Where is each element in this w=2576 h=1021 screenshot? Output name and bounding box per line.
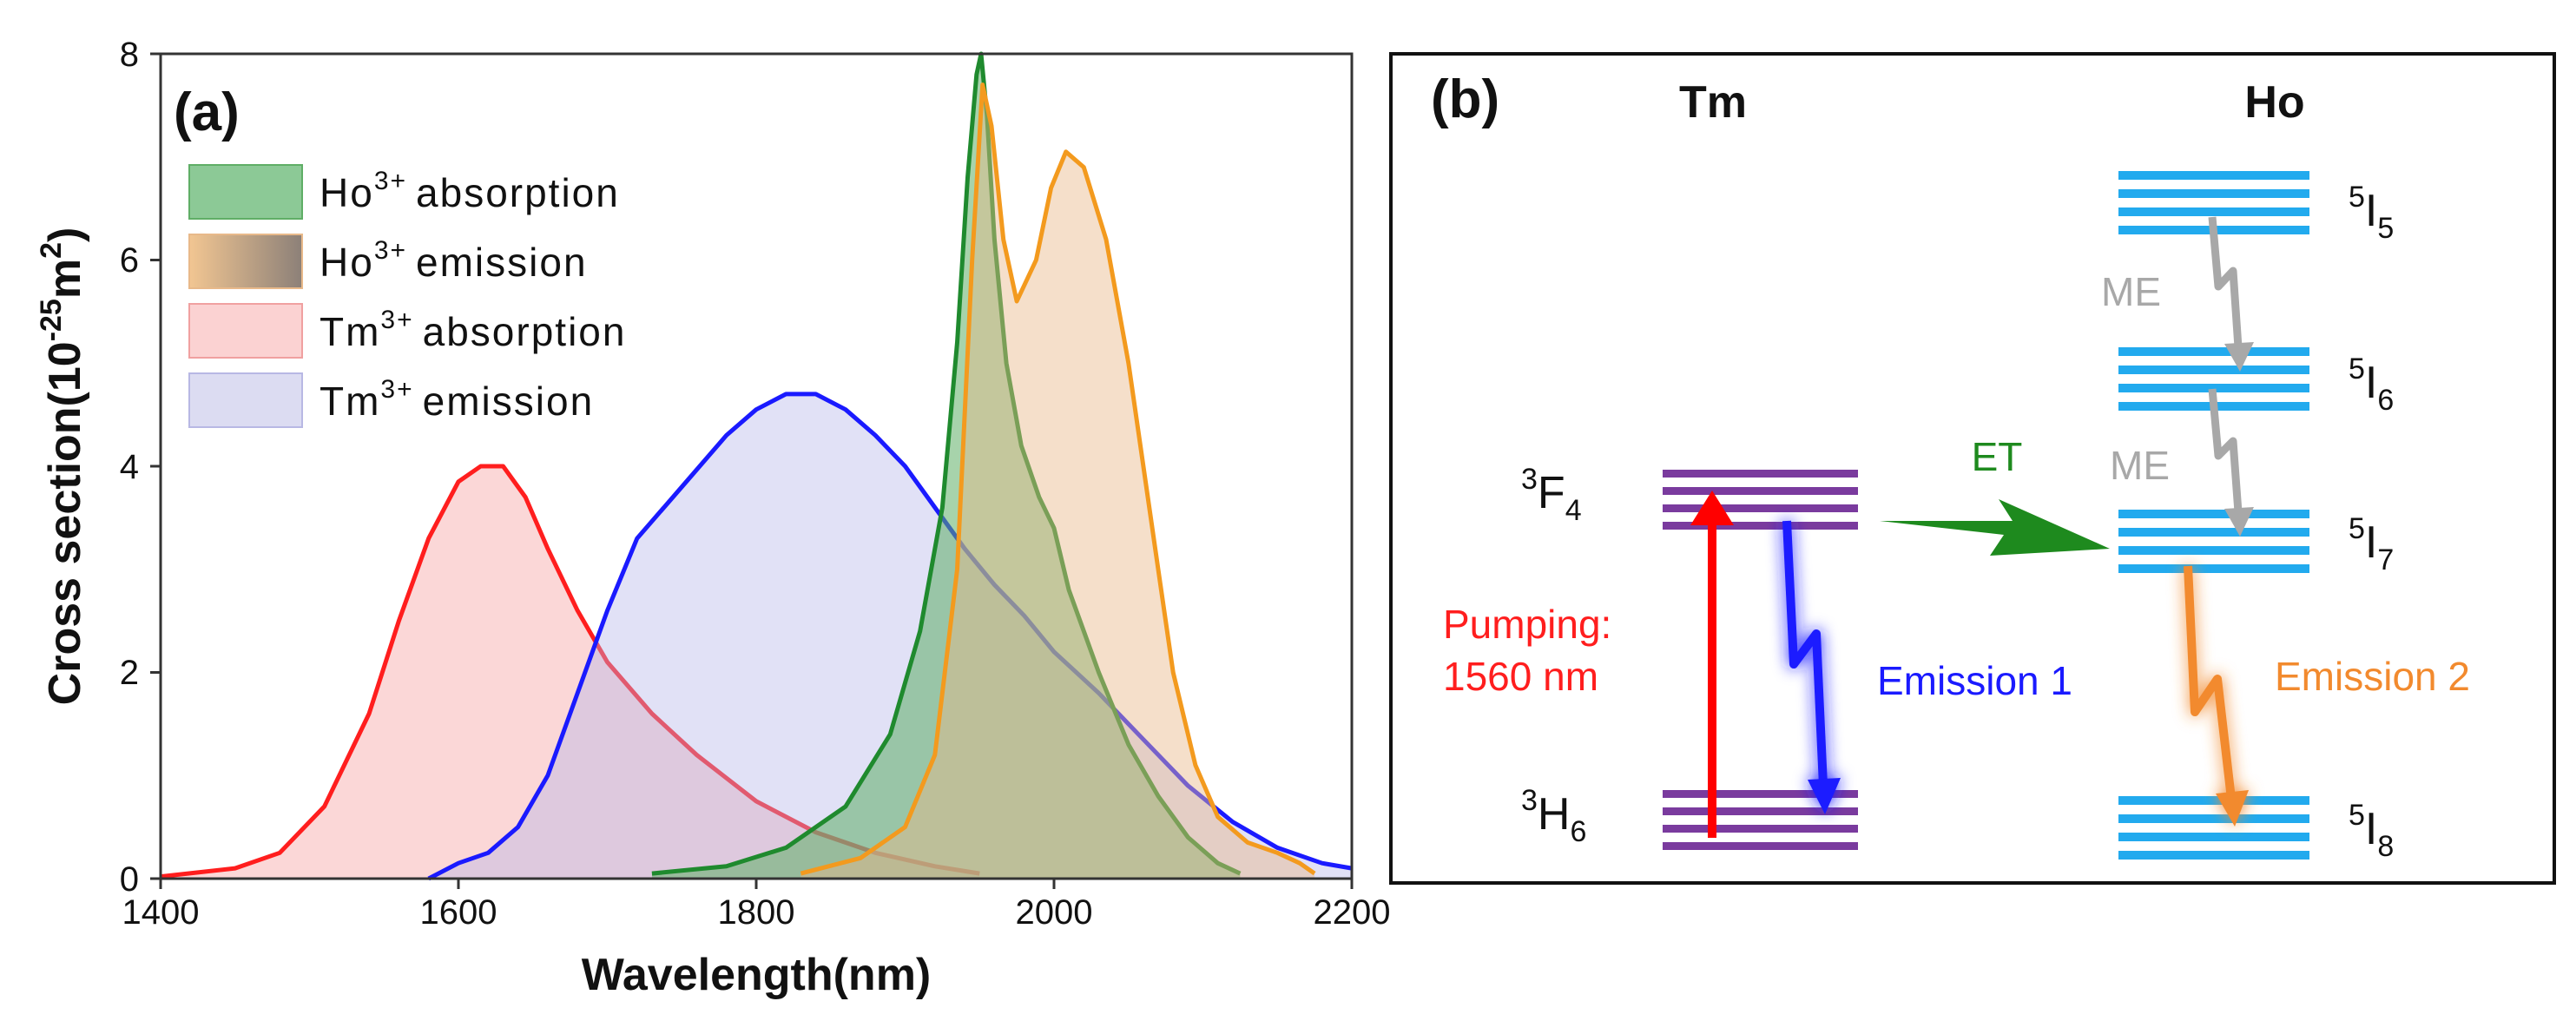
panel-label-b: (b) (1431, 69, 1499, 129)
level-label-5i5: 5I5 (2349, 181, 2394, 245)
pump-arrow (1690, 491, 1734, 838)
series-line-tm3-emission (427, 392, 1353, 881)
pump-label: Pumping: (1443, 602, 1611, 647)
legend: Ho3+ absorption Ho3+ emission Tm3+ absorpti… (188, 164, 626, 428)
me-label-2: ME (2110, 443, 2170, 488)
panel-b-frame (1389, 52, 2556, 885)
level-label-3f4: 3F4 (1521, 463, 1582, 527)
y-tick-label: 4 (120, 448, 139, 486)
legend-label-tm-emission: Tm3+ emission (320, 375, 594, 424)
series-area-tm3-absorption (161, 466, 980, 879)
tm-level-3f4 (1663, 470, 1858, 530)
legend-swatch-tm-absorption (188, 303, 303, 359)
legend-swatch-tm-emission (188, 372, 303, 428)
series-area-ho3-absorption (651, 54, 1241, 879)
ho-level-5i7 (2118, 510, 2309, 573)
x-tick-labels: 1400 1600 1800 2000 2200 (122, 893, 1391, 932)
legend-label-ho-absorption: Ho3+ absorption (320, 167, 620, 215)
x-tick-label: 1800 (718, 893, 795, 932)
series-line-ho3-absorption (651, 51, 1242, 876)
x-tick-label: 1600 (420, 893, 497, 932)
level-label-5i8: 5I8 (2349, 799, 2394, 863)
x-tick-label: 2200 (1314, 893, 1391, 932)
y-tick-label: 0 (120, 860, 139, 899)
panel-label-a: (a) (174, 82, 240, 142)
y-tick-label: 6 (120, 241, 139, 280)
y-tick-label: 2 (120, 654, 139, 692)
x-tick-label: 1400 (122, 893, 200, 932)
level-label-5i6: 5I6 (2349, 352, 2394, 417)
energy-transfer-arrow (1880, 499, 2110, 556)
tm-level-3h6 (1663, 790, 1858, 850)
emission1-label: Emission 1 (1877, 658, 2072, 703)
tick-layer (150, 52, 1354, 889)
ho-level-5i8 (2118, 796, 2309, 860)
x-axis-label: Wavelength(nm) (582, 950, 932, 1000)
y-tick-labels: 0 2 4 6 8 (120, 36, 139, 899)
panel-a: 1400 1600 1800 2000 2200 0 2 4 6 8 Wavel… (35, 36, 1390, 1000)
ho-column-header: Ho (2244, 77, 2304, 128)
legend-swatch-ho-absorption (188, 164, 303, 220)
y-axis-label: Cross section(10-25m2) (35, 227, 90, 706)
x-tick-label: 2000 (1016, 893, 1093, 932)
series-area-ho3-emission (800, 84, 1315, 879)
legend-swatch-ho-emission (188, 234, 303, 289)
y-tick-label: 8 (120, 36, 139, 74)
level-label-3h6: 3H6 (1521, 784, 1586, 848)
me-label-1: ME (2101, 269, 2161, 314)
emission1-arrow (1782, 520, 1841, 814)
panel-b: (b) Tm Ho (1389, 52, 2556, 885)
series-layer (160, 51, 1353, 881)
legend-label-ho-emission: Ho3+ emission (320, 236, 588, 285)
legend-label-tm-absorption: Tm3+ absorption (320, 306, 626, 354)
level-label-5i7: 5I7 (2349, 512, 2394, 576)
series-line-tm3-absorption (160, 464, 980, 879)
emission2-label: Emission 2 (2275, 654, 2470, 699)
series-line-ho3-emission (800, 82, 1316, 876)
energy-transfer-label: ET (1972, 434, 2023, 479)
me-arrow-2 (2208, 388, 2254, 537)
me-arrow-1 (2208, 216, 2254, 372)
emission2-arrow (2184, 565, 2249, 827)
pump-wavelength-label: 1560 nm (1443, 654, 1598, 699)
tm-column-header: Tm (1679, 77, 1747, 128)
